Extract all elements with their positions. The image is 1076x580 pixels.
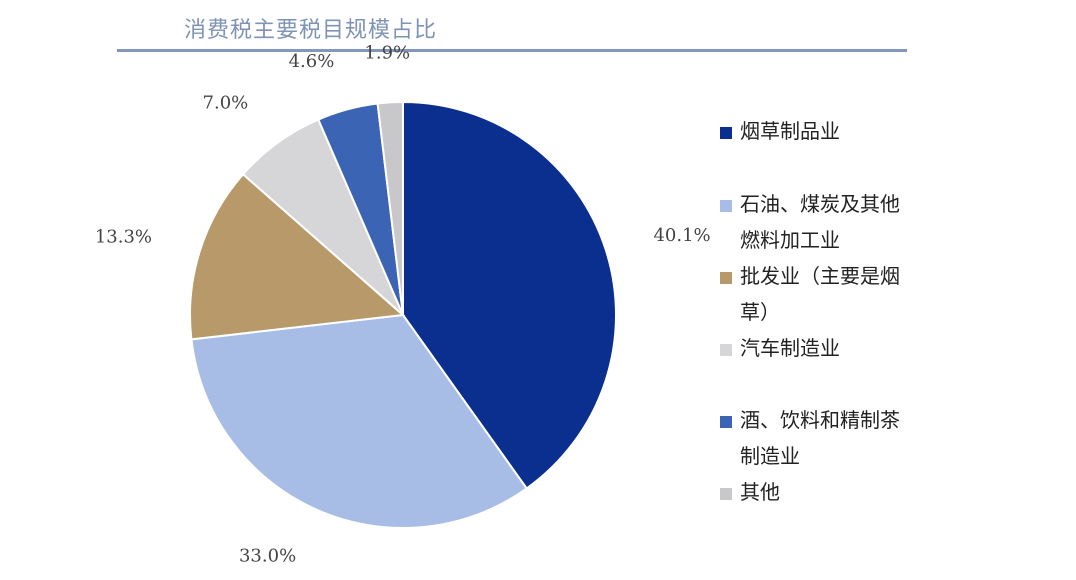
slice-value-label: 33.0% bbox=[239, 545, 296, 566]
legend-label: 石油、煤炭及其他燃料加工业 bbox=[740, 192, 900, 252]
title-divider bbox=[117, 49, 907, 52]
slice-petroleum bbox=[190, 313, 529, 529]
legend-item-other: 其他 bbox=[720, 480, 900, 510]
legend-swatch bbox=[720, 272, 732, 284]
legend-swatch bbox=[720, 416, 732, 428]
legend-swatch bbox=[720, 127, 732, 139]
legend-swatch bbox=[720, 488, 732, 500]
legend-item-liquor: 酒、饮料和精制茶制造业 bbox=[720, 408, 900, 474]
chart-title: 消费税主要税目规模占比 bbox=[184, 18, 438, 43]
legend-swatch bbox=[720, 200, 732, 212]
slice-value-label: 4.6% bbox=[289, 51, 335, 72]
slice-wholesale bbox=[189, 172, 406, 341]
legend-label: 其他 bbox=[740, 480, 780, 504]
slice-tobacco bbox=[402, 100, 617, 490]
slice-value-label: 1.9% bbox=[364, 42, 410, 63]
legend-swatch bbox=[720, 344, 732, 356]
slice-value-label: 7.0% bbox=[203, 92, 249, 113]
legend-item-petroleum: 石油、煤炭及其他燃料加工业 bbox=[720, 192, 900, 258]
legend-label: 汽车制造业 bbox=[740, 336, 840, 360]
legend-label: 烟草制品业 bbox=[740, 119, 840, 143]
legend-item-tobacco: 烟草制品业 bbox=[720, 119, 900, 149]
legend-item-wholesale: 批发业（主要是烟草） bbox=[720, 264, 900, 330]
slice-value-label: 13.3% bbox=[95, 226, 152, 247]
slice-other bbox=[376, 100, 404, 316]
slice-value-label: 40.1% bbox=[653, 225, 710, 246]
legend-label: 批发业（主要是烟草） bbox=[740, 264, 900, 324]
legend-label: 酒、饮料和精制茶制造业 bbox=[740, 408, 900, 468]
legend-item-auto: 汽车制造业 bbox=[720, 336, 900, 366]
